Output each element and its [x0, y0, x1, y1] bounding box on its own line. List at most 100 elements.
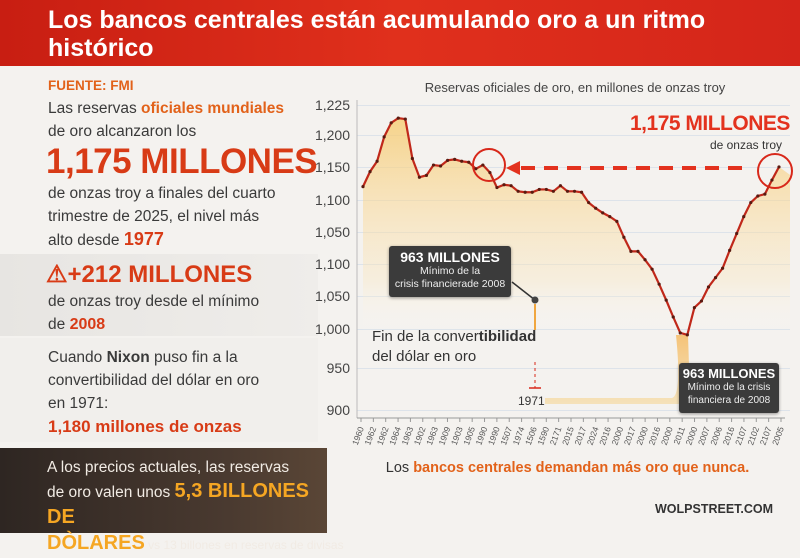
- data-point: [650, 267, 654, 271]
- highlight-circle-1977: [472, 148, 506, 182]
- text: Las reservas: [48, 100, 142, 117]
- data-point: [678, 331, 682, 335]
- y-tick-label: 1,100: [315, 256, 350, 272]
- y-tick-label: 900: [327, 402, 351, 418]
- callout-text: crisis financierade 2008: [394, 278, 506, 290]
- data-point: [417, 175, 422, 179]
- header-banner: Los bancos centrales están acumulando or…: [0, 0, 800, 66]
- data-point: [551, 189, 555, 193]
- data-point: [453, 157, 457, 162]
- data-point: [481, 163, 485, 167]
- data-point: [622, 235, 626, 239]
- y-tick-label: 1,150: [315, 159, 350, 175]
- data-point: [431, 163, 436, 167]
- data-point: [749, 200, 753, 205]
- text: de onzas troy a finales del cuarto: [48, 185, 276, 202]
- data-point: [587, 200, 591, 205]
- callout-text: financiera de 2008: [687, 395, 771, 406]
- data-point: [537, 187, 541, 192]
- data-point: [544, 187, 548, 192]
- callout-box-2: 963 MILLONES Mínimo de la crisis financi…: [679, 363, 779, 413]
- data-point: [565, 189, 570, 193]
- y-tick-label: 1,000: [315, 321, 350, 337]
- text: Cuando: [48, 349, 107, 366]
- data-point: [777, 165, 781, 169]
- y-tick-label: 1,200: [315, 127, 350, 143]
- data-point: [735, 231, 739, 236]
- data-point: [523, 190, 527, 194]
- data-point: [509, 184, 513, 188]
- callout-box-1: 963 MILLONES Mínimo de la crisis financi…: [389, 246, 511, 297]
- increase-section: [0, 254, 318, 336]
- year: 2008: [69, 316, 106, 333]
- highlight-circle-2025: [757, 153, 793, 189]
- data-point: [474, 167, 478, 171]
- callout-title: 963 MILLONES: [682, 366, 776, 381]
- data-point: [671, 315, 675, 319]
- increase-heading: ⚠+212 MILLONES: [46, 261, 252, 288]
- big-total: 1,175 MILLONES: [46, 142, 318, 181]
- nixon-value: 1,180 millones de onzas: [48, 417, 242, 436]
- year-1971-label: 1971: [518, 394, 545, 408]
- nixon-section: [0, 338, 318, 442]
- data-point: [396, 116, 400, 120]
- callout-text: Mínimo de la crisis: [687, 382, 771, 393]
- text: alto desde: [48, 232, 124, 249]
- highlight: bancos centrales demandan más oro que nu…: [413, 460, 746, 476]
- text: Los: [385, 460, 414, 476]
- data-point: [368, 170, 372, 174]
- brand-label: WOLPSTREET.COM: [655, 502, 774, 516]
- data-point: [615, 219, 619, 223]
- data-point: [594, 206, 598, 210]
- data-point: [572, 189, 577, 193]
- end-value-label: 1,175 MILLONES: [630, 112, 790, 135]
- data-point: [403, 117, 407, 121]
- text: de oro valen unos: [47, 484, 175, 501]
- y-tick-label: 1,225: [315, 97, 350, 113]
- data-point: [692, 306, 696, 310]
- text: de: [48, 316, 70, 333]
- data-point: [713, 276, 718, 280]
- nixon-annotation: Fin de la convertibilidad del dólar en o…: [372, 327, 536, 367]
- highlight: DÒLARES: [47, 532, 145, 554]
- text: de onzas troy desde el mínimo: [48, 293, 260, 310]
- data-point: [530, 190, 534, 194]
- year: 1977: [123, 229, 164, 249]
- text: vs 13 billones en reservas de divisas: [144, 538, 344, 552]
- data-point: [657, 282, 661, 286]
- page-title: Los bancos centrales están acumulando or…: [48, 6, 706, 62]
- data-point: [389, 121, 393, 125]
- warning-triangle-icon: ⚠: [46, 261, 68, 288]
- data-point: [558, 184, 563, 188]
- data-point: [608, 215, 612, 219]
- data-point: [763, 192, 767, 196]
- data-point: [685, 333, 689, 337]
- minimum-glow: [545, 335, 690, 404]
- data-point: [579, 190, 584, 194]
- text: +212 MILLONES: [67, 261, 253, 288]
- data-point: [410, 156, 414, 161]
- data-point: [516, 189, 520, 193]
- data-point: [467, 160, 471, 164]
- data-point: [720, 266, 725, 270]
- data-point: [382, 135, 386, 139]
- end-value-sub: de onzas troy: [709, 138, 782, 152]
- y-tick-label: 950: [327, 360, 351, 376]
- text: Fin de la conver: [372, 328, 479, 345]
- text: de oro alcanzaron los: [48, 123, 197, 140]
- series-line: [362, 116, 780, 337]
- text: del dólar en oro: [372, 348, 477, 365]
- data-point: [706, 285, 711, 289]
- chart-caption: Los bancos centrales demandan más oro qu…: [380, 460, 755, 477]
- data-point: [742, 215, 746, 219]
- callout-leader: [511, 281, 536, 301]
- highlight: 5,3 BILLONES DE: [47, 480, 310, 528]
- data-point: [629, 249, 633, 253]
- data-point: [446, 158, 450, 162]
- data-point: [488, 170, 492, 175]
- data-point: [664, 298, 668, 302]
- text: trimestre de 2025, el nivel más: [48, 208, 260, 225]
- y-tick-label: 1,050: [315, 224, 350, 240]
- x-tick-label: 2005: [770, 425, 786, 446]
- text: tibilidad: [478, 328, 537, 345]
